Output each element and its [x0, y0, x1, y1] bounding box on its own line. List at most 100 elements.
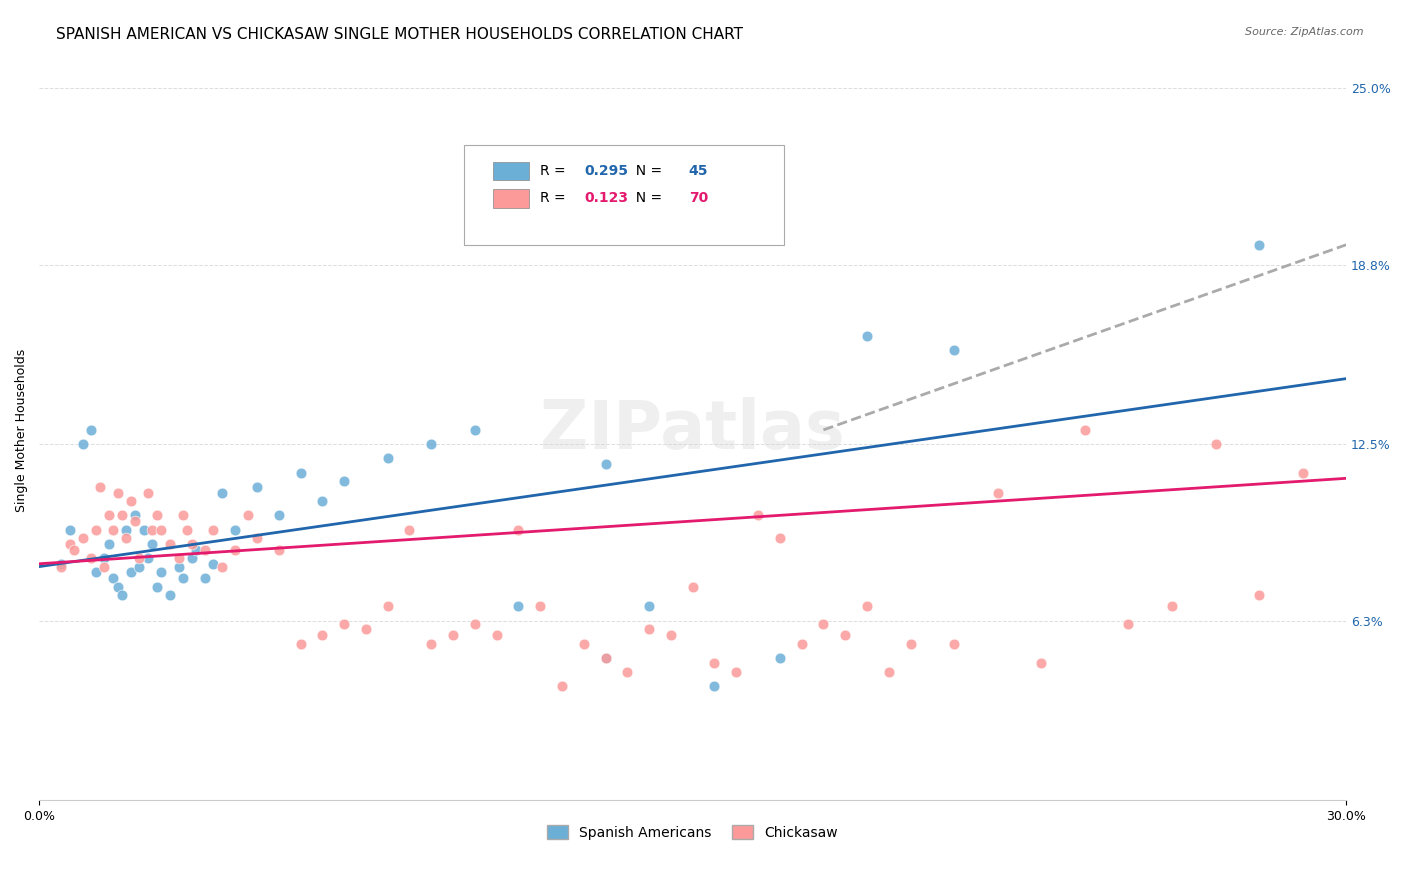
Point — [1292, 466, 1315, 480]
Point — [111, 508, 134, 523]
Point — [97, 537, 120, 551]
Point — [943, 636, 966, 650]
Point — [703, 679, 725, 693]
Point — [141, 537, 163, 551]
Point — [128, 559, 150, 574]
Point — [659, 628, 682, 642]
Point — [167, 559, 190, 574]
Point — [638, 599, 661, 614]
Text: N =: N = — [627, 191, 666, 205]
Point — [246, 480, 269, 494]
Point — [211, 559, 233, 574]
Point — [529, 599, 551, 614]
Point — [111, 588, 134, 602]
Point — [202, 557, 225, 571]
Point — [159, 588, 181, 602]
Point — [107, 580, 129, 594]
Text: R =: R = — [540, 164, 569, 178]
Point — [224, 542, 246, 557]
Point — [290, 636, 312, 650]
Point — [595, 650, 617, 665]
Point — [194, 571, 217, 585]
Point — [120, 566, 142, 580]
Text: 0.295: 0.295 — [585, 164, 628, 178]
Point — [551, 679, 574, 693]
Point — [176, 523, 198, 537]
Point — [93, 551, 115, 566]
Point — [900, 636, 922, 650]
Point — [856, 599, 879, 614]
Text: SPANISH AMERICAN VS CHICKASAW SINGLE MOTHER HOUSEHOLDS CORRELATION CHART: SPANISH AMERICAN VS CHICKASAW SINGLE MOT… — [56, 27, 744, 42]
Point — [595, 457, 617, 471]
FancyBboxPatch shape — [464, 145, 785, 244]
Point — [136, 551, 159, 566]
Point — [769, 531, 792, 545]
Point — [59, 537, 82, 551]
Point — [377, 451, 399, 466]
Point — [703, 657, 725, 671]
Point — [725, 665, 748, 679]
Point — [311, 628, 333, 642]
Point — [987, 485, 1010, 500]
Point — [49, 557, 72, 571]
Point — [769, 650, 792, 665]
Point — [420, 636, 443, 650]
Point — [63, 542, 86, 557]
Y-axis label: Single Mother Households: Single Mother Households — [15, 348, 28, 511]
Point — [80, 423, 103, 437]
Point — [194, 542, 217, 557]
Text: R =: R = — [540, 191, 569, 205]
Point — [84, 523, 107, 537]
Point — [103, 571, 125, 585]
Point — [267, 508, 290, 523]
Point — [595, 650, 617, 665]
Text: ZIPatlas: ZIPatlas — [540, 397, 845, 463]
Point — [441, 628, 464, 642]
Point — [145, 580, 167, 594]
Point — [124, 508, 146, 523]
Point — [398, 523, 420, 537]
Point — [180, 537, 202, 551]
Point — [141, 523, 163, 537]
Point — [572, 636, 595, 650]
Point — [508, 523, 530, 537]
Point — [132, 523, 155, 537]
Text: 45: 45 — [689, 164, 709, 178]
Text: 70: 70 — [689, 191, 709, 205]
Point — [145, 508, 167, 523]
Point — [333, 474, 356, 488]
Point — [1161, 599, 1184, 614]
Point — [172, 508, 194, 523]
Point — [1249, 588, 1271, 602]
Point — [93, 559, 115, 574]
Point — [120, 494, 142, 508]
Point — [1074, 423, 1097, 437]
FancyBboxPatch shape — [492, 161, 529, 180]
Point — [834, 628, 856, 642]
Point — [238, 508, 260, 523]
Point — [49, 559, 72, 574]
Point — [128, 551, 150, 566]
Point — [354, 622, 377, 636]
Point — [1205, 437, 1227, 451]
Point — [72, 437, 94, 451]
Point — [150, 523, 173, 537]
Point — [159, 537, 181, 551]
Point — [1118, 616, 1140, 631]
Point — [1031, 657, 1053, 671]
Text: N =: N = — [627, 164, 666, 178]
Point — [202, 523, 225, 537]
Point — [616, 665, 638, 679]
Point — [464, 616, 486, 631]
Point — [747, 508, 769, 523]
Point — [290, 466, 312, 480]
Point — [682, 580, 704, 594]
Point — [150, 566, 173, 580]
Point — [267, 542, 290, 557]
Point — [464, 423, 486, 437]
Point — [311, 494, 333, 508]
Point — [180, 551, 202, 566]
Point — [172, 571, 194, 585]
Point — [508, 599, 530, 614]
Text: Source: ZipAtlas.com: Source: ZipAtlas.com — [1246, 27, 1364, 37]
